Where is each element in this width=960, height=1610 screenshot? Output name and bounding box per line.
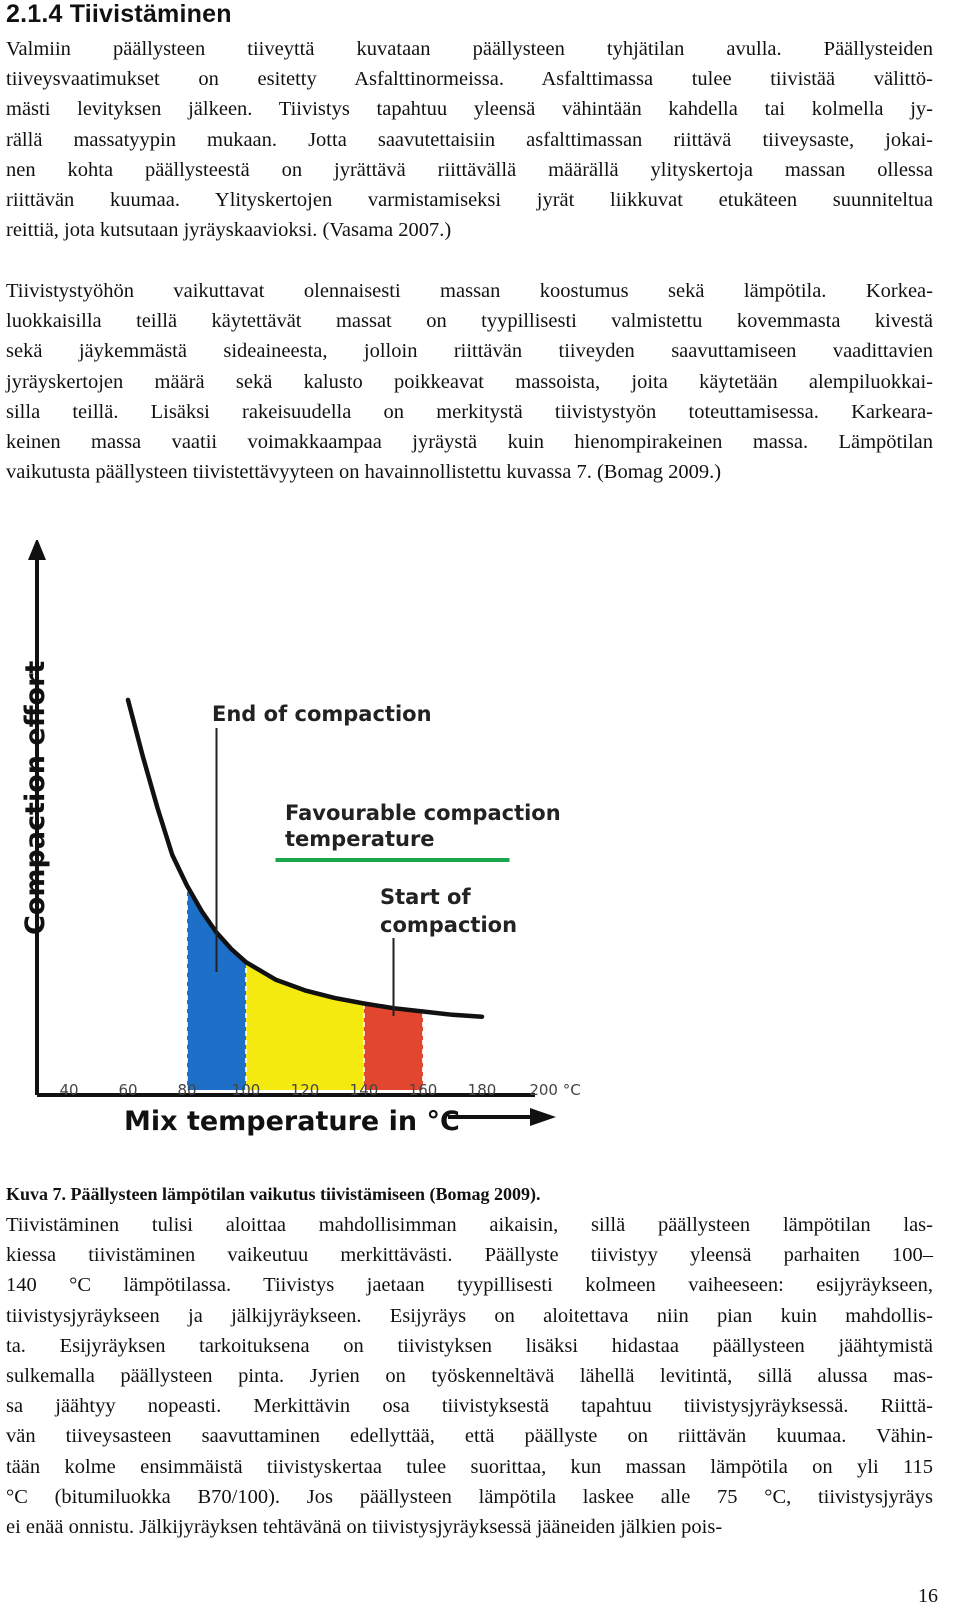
start-of-compaction-label: Start of bbox=[380, 885, 471, 909]
x-tick-label: 160 bbox=[409, 1081, 438, 1099]
region-dividers bbox=[186, 885, 424, 1090]
favourable-temperature-label: temperature bbox=[285, 827, 435, 851]
page-number: 16 bbox=[918, 1585, 938, 1607]
end-of-compaction-label: End of compaction bbox=[212, 702, 432, 726]
x-tick-label: 140 bbox=[350, 1081, 379, 1099]
x-tick-labels: 40 60 80 100 120 140 160 180 200 °C bbox=[59, 1081, 580, 1099]
region-yellow bbox=[246, 962, 364, 1090]
text-line: ta. Esijyräyksen tarkoituksena on tiivis… bbox=[6, 1334, 933, 1357]
section-heading: 2.1.4 Tiivistäminen bbox=[6, 0, 232, 28]
text-line: ei enää onnistu. Jälkijyräyksen tehtävän… bbox=[6, 1516, 723, 1539]
text-line: keinen massa vaatii voimakkaampaa jyräys… bbox=[6, 431, 933, 454]
text-line: reittiä, jota kutsutaan jyräyskaavioksi.… bbox=[6, 219, 452, 242]
text-line: °C (bitumiluokka B70/100). Jos päällyste… bbox=[6, 1485, 933, 1508]
figure-caption: Kuva 7. Päällysteen lämpötilan vaikutus … bbox=[6, 1184, 541, 1204]
x-tick-label: 80 bbox=[177, 1081, 196, 1099]
text-line: tiivistysjyräykseen ja jälkijyräykseen. … bbox=[6, 1304, 933, 1327]
x-label-arrow-icon bbox=[530, 1108, 556, 1126]
text-line: riittävän kuumaa. Ylityskertojen varmist… bbox=[6, 189, 933, 212]
x-tick-label: 120 bbox=[291, 1081, 320, 1099]
text-line: Valmiin päällysteen tiiveyttä kuvataan p… bbox=[6, 38, 933, 60]
compaction-chart: 40 60 80 100 120 140 160 180 200 °C End of compa… bbox=[20, 540, 581, 1137]
start-of-compaction-label: compaction bbox=[380, 913, 517, 937]
paragraph-1: Valmiin päällysteen tiiveyttä kuvataan p… bbox=[6, 34, 933, 245]
text-line: jyräyskertojen määrä sekä kalusto poikke… bbox=[6, 370, 933, 393]
text-line: vaikutusta päällysteen tiivistettävyytee… bbox=[6, 461, 722, 484]
text-line: tiiveysvaatimukset on esitetty Asfalttin… bbox=[6, 68, 933, 91]
x-tick-label: 100 bbox=[232, 1081, 261, 1099]
text-line: rällä massatyypin mukaan. Jotta saavutet… bbox=[6, 128, 933, 151]
compaction-curve bbox=[125, 697, 485, 1019]
region-red bbox=[364, 1003, 423, 1090]
x-tick-label: 60 bbox=[118, 1081, 137, 1099]
text-line: sulkemalla päällysteen pinta. Jyrien on … bbox=[6, 1365, 933, 1388]
favourable-temperature-label: Favourable compaction bbox=[285, 801, 561, 825]
compaction-curve-group bbox=[125, 697, 485, 1019]
text-line: Tiivistäminen tulisi aloittaa mahdollisi… bbox=[6, 1214, 933, 1236]
text-line: kiessa tiivistäminen vaikeutuu merkittäv… bbox=[6, 1244, 933, 1267]
paragraph-3: Tiivistäminen tulisi aloittaa mahdollisi… bbox=[6, 1210, 933, 1542]
text-line: sekä jäykemmästä sideaineesta, jolloin r… bbox=[6, 340, 933, 363]
region-blue bbox=[187, 885, 246, 1090]
text-line: nen kohta päällysteestä on jyrättävä rii… bbox=[6, 158, 933, 181]
axes bbox=[28, 540, 556, 1126]
text-line: 140 °C lämpötilassa. Tiivistys jaetaan t… bbox=[6, 1274, 933, 1297]
text-line: sa jäähtyy nopeasti. Merkittävin osa tii… bbox=[6, 1395, 933, 1418]
y-axis-arrow-icon bbox=[28, 540, 46, 560]
text-line: silla teillä. Lisäksi rakeisuudella on m… bbox=[6, 400, 933, 423]
paragraph-2: Tiivistystyöhön vaikuttavat olennaisesti… bbox=[6, 276, 933, 487]
text-line: luokkaisilla teillä käytettävät massat o… bbox=[6, 310, 933, 333]
text-line: vän tiiveysasteen saavuttaminen edellytt… bbox=[6, 1425, 933, 1448]
temperature-regions bbox=[187, 885, 423, 1090]
text-line: mästi levityksen jälkeen. Tiivistys tapa… bbox=[6, 98, 933, 121]
annotations: End of compaction Favourable compactionte… bbox=[212, 702, 561, 1016]
y-axis-label: Compaction effort bbox=[20, 661, 51, 935]
x-tick-label: 40 bbox=[59, 1081, 78, 1099]
text-line: tään kolme ensimmäistä tiivistyskertaa t… bbox=[6, 1455, 933, 1478]
x-tick-label: 200 °C bbox=[529, 1081, 580, 1099]
x-tick-label: 180 bbox=[468, 1081, 497, 1099]
x-axis-label: Mix temperature in °C bbox=[124, 1106, 460, 1137]
text-line: Tiivistystyöhön vaikuttavat olennaisesti… bbox=[6, 280, 933, 302]
